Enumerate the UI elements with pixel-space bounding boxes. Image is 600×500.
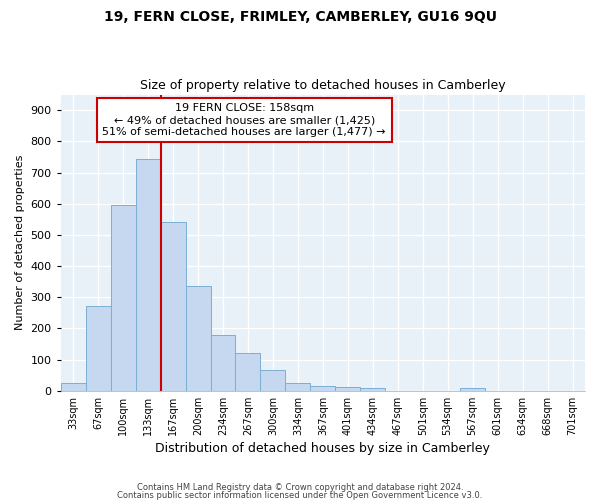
Bar bbox=[110, 206, 136, 391]
X-axis label: Distribution of detached houses by size in Camberley: Distribution of detached houses by size … bbox=[155, 442, 490, 455]
Y-axis label: Number of detached properties: Number of detached properties bbox=[15, 155, 25, 330]
Bar bbox=[260, 370, 286, 391]
Bar bbox=[235, 354, 260, 391]
Bar bbox=[185, 286, 211, 391]
Text: Contains public sector information licensed under the Open Government Licence v3: Contains public sector information licen… bbox=[118, 490, 482, 500]
Bar bbox=[211, 336, 235, 391]
Bar bbox=[460, 388, 485, 391]
Bar bbox=[361, 388, 385, 391]
Bar bbox=[136, 160, 161, 391]
Bar bbox=[310, 386, 335, 391]
Bar bbox=[335, 387, 361, 391]
Title: Size of property relative to detached houses in Camberley: Size of property relative to detached ho… bbox=[140, 79, 506, 92]
Text: 19, FERN CLOSE, FRIMLEY, CAMBERLEY, GU16 9QU: 19, FERN CLOSE, FRIMLEY, CAMBERLEY, GU16… bbox=[104, 10, 497, 24]
Bar bbox=[161, 222, 185, 391]
Bar bbox=[286, 383, 310, 391]
Bar bbox=[86, 306, 110, 391]
Text: 19 FERN CLOSE: 158sqm
← 49% of detached houses are smaller (1,425)
51% of semi-d: 19 FERN CLOSE: 158sqm ← 49% of detached … bbox=[103, 104, 386, 136]
Text: Contains HM Land Registry data © Crown copyright and database right 2024.: Contains HM Land Registry data © Crown c… bbox=[137, 484, 463, 492]
Bar bbox=[61, 383, 86, 391]
